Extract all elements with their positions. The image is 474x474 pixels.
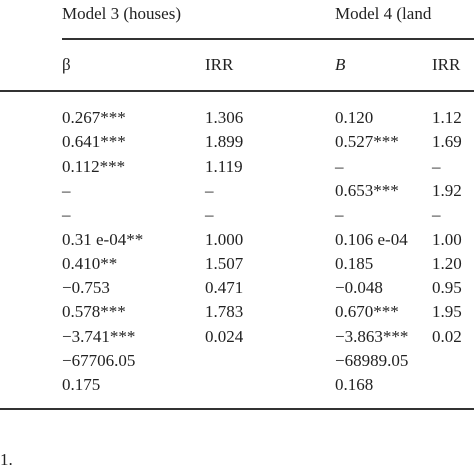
table-cell: 1.95 bbox=[432, 302, 462, 322]
table-cell: 0.112*** bbox=[62, 156, 126, 176]
table-cell: 0.578*** bbox=[62, 302, 126, 322]
table-cell: 0.02 bbox=[432, 326, 462, 346]
table-cell: −0.048 bbox=[335, 278, 383, 298]
table-cell: 1.119 bbox=[205, 156, 243, 176]
table-cell: – bbox=[205, 205, 214, 225]
table-cell: – bbox=[432, 205, 441, 225]
table-cell: −0.753 bbox=[62, 278, 110, 298]
table-cell: 1.783 bbox=[205, 302, 244, 322]
table-cell: 0.653*** bbox=[335, 180, 399, 200]
table-cell: 0.471 bbox=[205, 278, 244, 298]
table-cell: 1.899 bbox=[205, 132, 244, 152]
table-cell: −67706.05 bbox=[62, 351, 136, 370]
rule bbox=[62, 38, 474, 40]
table-cell: – bbox=[335, 156, 344, 176]
table-cell: – bbox=[335, 205, 344, 225]
table-cell: 0.641*** bbox=[62, 132, 126, 152]
column-header: IRR bbox=[205, 55, 234, 74]
rule bbox=[0, 90, 474, 92]
column-header: β bbox=[62, 55, 71, 74]
table-cell: – bbox=[62, 205, 71, 225]
table-cell: 0.168 bbox=[335, 375, 374, 395]
table-cell: 1.92 bbox=[432, 180, 462, 200]
column-header: IRR bbox=[432, 55, 461, 74]
group-header: Model 3 (houses) bbox=[62, 4, 181, 23]
table-cell: 0.95 bbox=[432, 278, 462, 298]
table-cell: 1.69 bbox=[432, 132, 462, 152]
group-header: Model 4 (land bbox=[335, 4, 432, 23]
table-cell: 0.267*** bbox=[62, 108, 126, 127]
table-cell: 1.00 bbox=[432, 229, 462, 249]
table-cell: 1.000 bbox=[205, 229, 244, 249]
column-header: B bbox=[335, 55, 346, 74]
table-cell: – bbox=[62, 180, 71, 200]
table-cell: – bbox=[205, 180, 214, 200]
table-cell: 0.106 e-04 bbox=[335, 229, 408, 249]
footnote: 1. bbox=[0, 450, 13, 469]
table-cell: 0.024 bbox=[205, 326, 244, 346]
table-cell: 0.185 bbox=[335, 253, 374, 273]
table-cell: 0.410** bbox=[62, 253, 118, 273]
table-cell: 0.670*** bbox=[335, 302, 399, 322]
table-cell: 0.120 bbox=[335, 108, 374, 127]
table-cell: −3.741*** bbox=[62, 326, 136, 346]
rule bbox=[0, 408, 474, 410]
table-cell: −68989.05 bbox=[335, 351, 409, 370]
table-cell: 0.527*** bbox=[335, 132, 399, 152]
table-cell: 1.507 bbox=[205, 253, 244, 273]
table-cell: 0.175 bbox=[62, 375, 101, 395]
table-cell: 1.20 bbox=[432, 253, 462, 273]
table-cell: 1.12 bbox=[432, 108, 462, 127]
table-cell: – bbox=[432, 156, 441, 176]
table-cell: −3.863*** bbox=[335, 326, 409, 346]
table-cell: 0.31 e-04** bbox=[62, 229, 144, 249]
table-cell: 1.306 bbox=[205, 108, 244, 127]
